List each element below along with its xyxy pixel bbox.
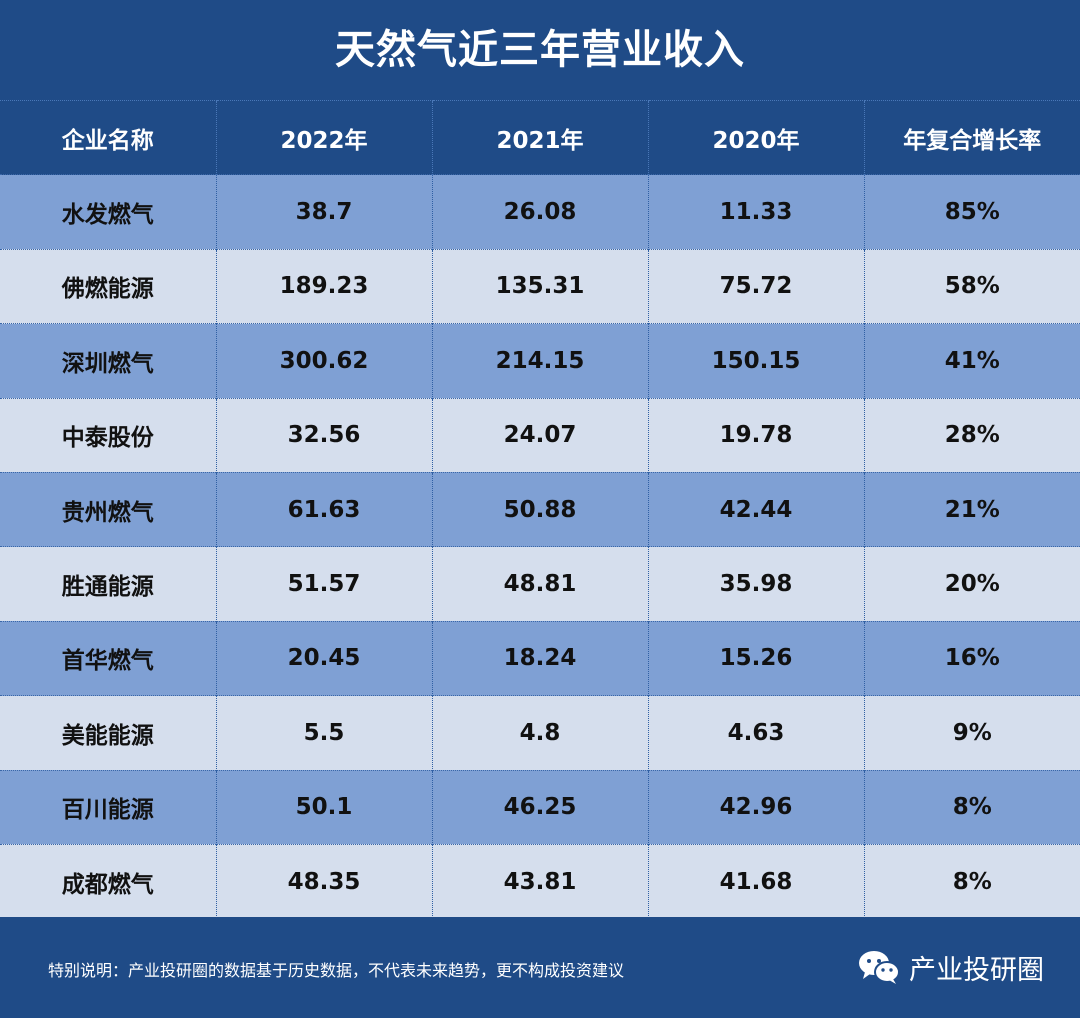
cagr-cell: 28% xyxy=(863,397,1080,473)
table-row: 深圳燃气 300.62 214.15 150.15 41% xyxy=(0,323,1080,399)
cagr-cell: 58% xyxy=(863,248,1080,324)
table-row: 首华燃气 20.45 18.24 15.26 16% xyxy=(0,620,1080,696)
revenue-cell: 51.57 xyxy=(215,546,432,622)
revenue-cell: 41.68 xyxy=(647,843,864,919)
cagr-cell: 21% xyxy=(863,471,1080,547)
revenue-cell: 35.98 xyxy=(647,546,864,622)
revenue-cell: 11.33 xyxy=(647,174,864,250)
company-name-cell: 贵州燃气 xyxy=(0,471,216,547)
revenue-cell: 300.62 xyxy=(215,323,432,399)
cagr-cell: 8% xyxy=(863,843,1080,919)
revenue-cell: 20.45 xyxy=(215,620,432,696)
cagr-cell: 41% xyxy=(863,323,1080,399)
company-name-cell: 首华燃气 xyxy=(0,620,216,696)
cagr-cell: 9% xyxy=(863,695,1080,771)
brand: 产业投研圈 xyxy=(857,947,1044,987)
revenue-cell: 150.15 xyxy=(647,323,864,399)
column-header: 年复合增长率 xyxy=(863,99,1080,175)
table-row: 佛燃能源 189.23 135.31 75.72 58% xyxy=(0,248,1080,324)
column-header: 2022年 xyxy=(215,99,432,175)
footer: 特别说明：产业投研圈的数据基于历史数据，不代表未来趋势，更不构成投资建议 产业投… xyxy=(0,917,1080,1018)
revenue-cell: 4.63 xyxy=(647,695,864,771)
revenue-cell: 48.35 xyxy=(215,843,432,919)
company-name-cell: 百川能源 xyxy=(0,769,216,845)
cagr-cell: 16% xyxy=(863,620,1080,696)
company-name-cell: 中泰股份 xyxy=(0,397,216,473)
page-title: 天然气近三年营业收入 xyxy=(335,27,745,73)
revenue-cell: 48.81 xyxy=(431,546,648,622)
revenue-table: 企业名称 2022年 2021年 2020年 年复合增长率 水发燃气 38.7 26… xyxy=(0,99,1080,919)
revenue-cell: 214.15 xyxy=(431,323,648,399)
revenue-cell: 15.26 xyxy=(647,620,864,696)
table-row: 胜通能源 51.57 48.81 35.98 20% xyxy=(0,546,1080,622)
revenue-cell: 50.88 xyxy=(431,471,648,547)
company-name-cell: 深圳燃气 xyxy=(0,323,216,399)
revenue-cell: 42.44 xyxy=(647,471,864,547)
table-row: 水发燃气 38.7 26.08 11.33 85% xyxy=(0,174,1080,250)
revenue-cell: 26.08 xyxy=(431,174,648,250)
company-name-cell: 胜通能源 xyxy=(0,546,216,622)
revenue-cell: 46.25 xyxy=(431,769,648,845)
revenue-cell: 4.8 xyxy=(431,695,648,771)
disclaimer-text: 特别说明：产业投研圈的数据基于历史数据，不代表未来趋势，更不构成投资建议 xyxy=(48,961,625,980)
table-row: 成都燃气 48.35 43.81 41.68 8% xyxy=(0,843,1080,919)
table-header-row: 企业名称 2022年 2021年 2020年 年复合增长率 xyxy=(0,99,1080,175)
cagr-cell: 85% xyxy=(863,174,1080,250)
company-name-cell: 佛燃能源 xyxy=(0,248,216,324)
revenue-cell: 50.1 xyxy=(215,769,432,845)
revenue-cell: 5.5 xyxy=(215,695,432,771)
column-header: 2020年 xyxy=(647,99,864,175)
company-name-cell: 成都燃气 xyxy=(0,843,216,919)
cagr-cell: 8% xyxy=(863,769,1080,845)
table-row: 贵州燃气 61.63 50.88 42.44 21% xyxy=(0,471,1080,547)
company-name-cell: 美能能源 xyxy=(0,695,216,771)
column-header: 2021年 xyxy=(431,99,648,175)
wechat-icon xyxy=(857,949,901,985)
revenue-cell: 75.72 xyxy=(647,248,864,324)
brand-name: 产业投研圈 xyxy=(909,954,1044,986)
revenue-cell: 42.96 xyxy=(647,769,864,845)
column-header: 企业名称 xyxy=(0,99,216,175)
table-row: 百川能源 50.1 46.25 42.96 8% xyxy=(0,769,1080,845)
revenue-cell: 24.07 xyxy=(431,397,648,473)
revenue-cell: 61.63 xyxy=(215,471,432,547)
cagr-cell: 20% xyxy=(863,546,1080,622)
table-row: 中泰股份 32.56 24.07 19.78 28% xyxy=(0,397,1080,473)
company-name-cell: 水发燃气 xyxy=(0,174,216,250)
revenue-cell: 19.78 xyxy=(647,397,864,473)
revenue-cell: 38.7 xyxy=(215,174,432,250)
revenue-cell: 18.24 xyxy=(431,620,648,696)
revenue-cell: 189.23 xyxy=(215,248,432,324)
table-row: 美能能源 5.5 4.8 4.63 9% xyxy=(0,695,1080,771)
revenue-cell: 135.31 xyxy=(431,248,648,324)
revenue-cell: 43.81 xyxy=(431,843,648,919)
revenue-cell: 32.56 xyxy=(215,397,432,473)
